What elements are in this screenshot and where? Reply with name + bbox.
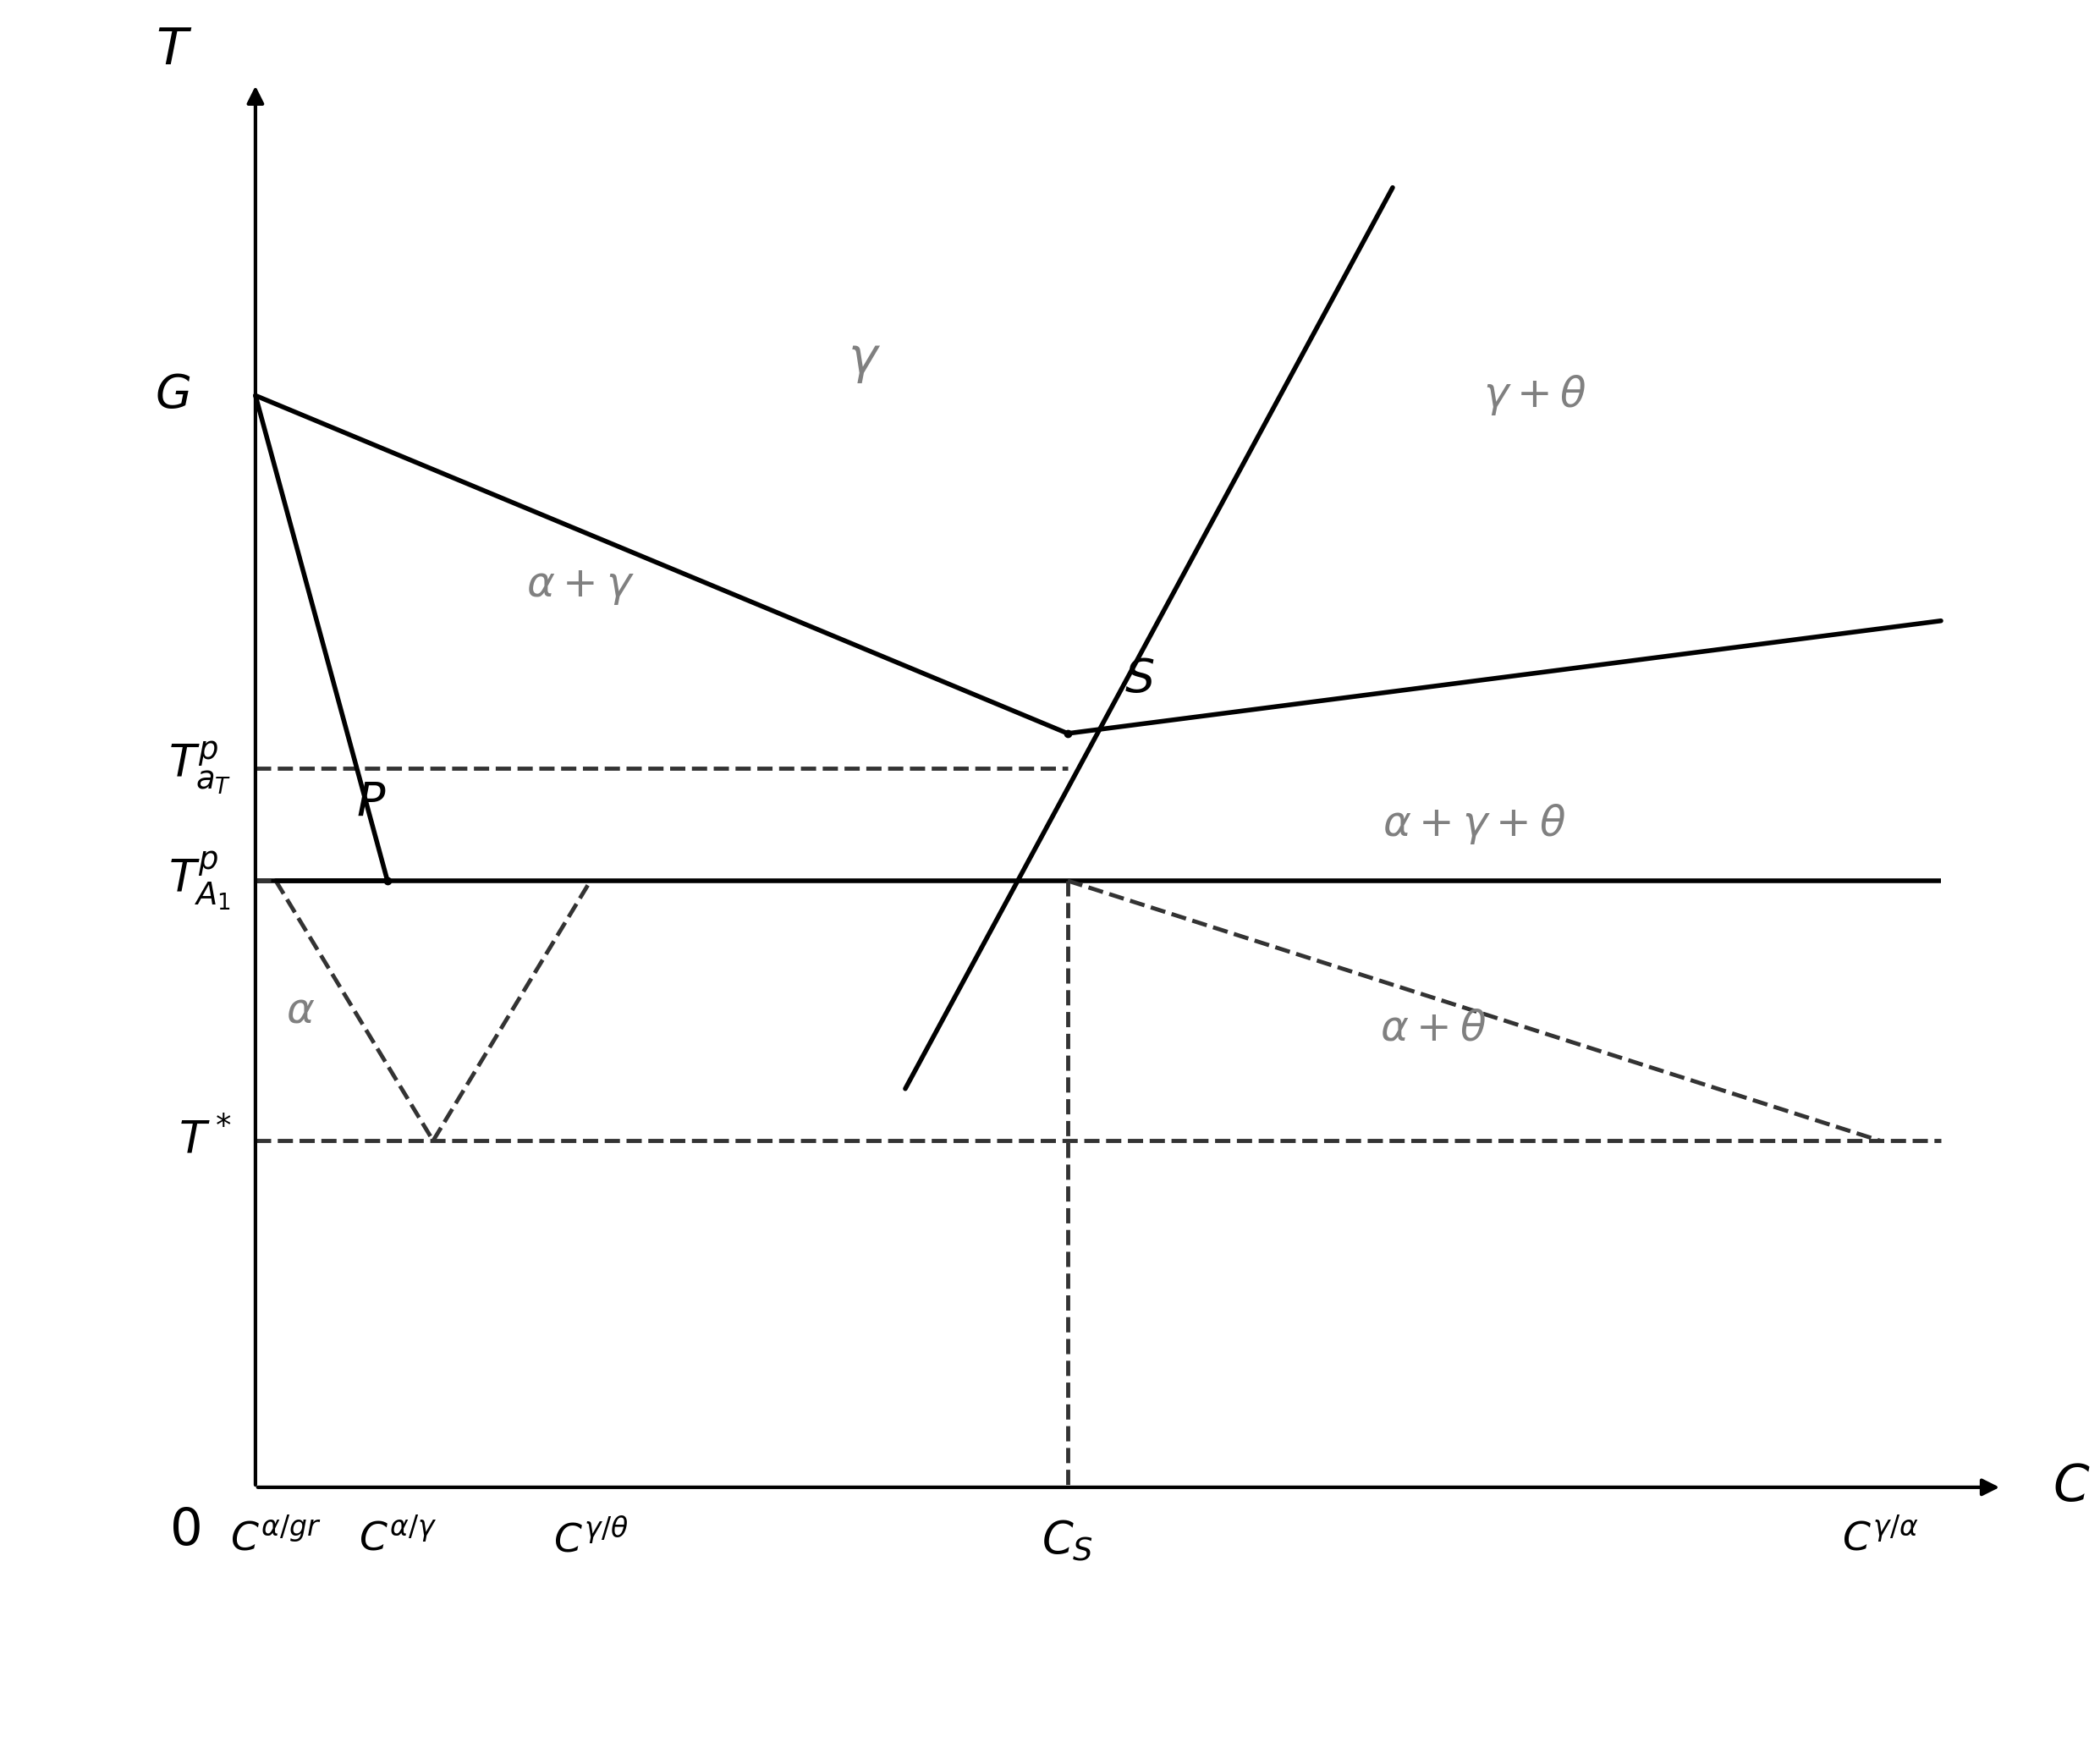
Text: $0$: $0$ <box>168 1506 200 1555</box>
Text: $C$: $C$ <box>2052 1462 2090 1513</box>
Text: $G$: $G$ <box>155 373 191 419</box>
Text: $\alpha$: $\alpha$ <box>286 990 315 1031</box>
Text: $T^p_{a_T}$: $T^p_{a_T}$ <box>168 739 231 797</box>
Text: $C^{\alpha/gr}$: $C^{\alpha/gr}$ <box>231 1518 321 1558</box>
Text: $T^p_{A_1}$: $T^p_{A_1}$ <box>168 850 231 911</box>
Text: $\gamma$: $\gamma$ <box>848 336 882 385</box>
Text: $\alpha + \gamma + \theta$: $\alpha + \gamma + \theta$ <box>1382 802 1567 846</box>
Text: $C_S$: $C_S$ <box>1042 1518 1094 1564</box>
Text: $S$: $S$ <box>1126 656 1155 702</box>
Text: $\gamma + \theta$: $\gamma + \theta$ <box>1483 373 1588 417</box>
Text: $\alpha + \theta$: $\alpha + \theta$ <box>1380 1008 1487 1048</box>
Text: $T$: $T$ <box>155 25 193 76</box>
Text: $C^{\gamma/\theta}$: $C^{\gamma/\theta}$ <box>552 1518 628 1560</box>
Text: $C^{\gamma/\alpha}$: $C^{\gamma/\alpha}$ <box>1842 1518 1917 1558</box>
Text: $T^*$: $T^*$ <box>179 1119 231 1163</box>
Text: $P$: $P$ <box>357 779 386 825</box>
Text: $\alpha + \gamma$: $\alpha + \gamma$ <box>527 566 634 607</box>
Text: $C^{\alpha/\gamma}$: $C^{\alpha/\gamma}$ <box>359 1518 437 1558</box>
